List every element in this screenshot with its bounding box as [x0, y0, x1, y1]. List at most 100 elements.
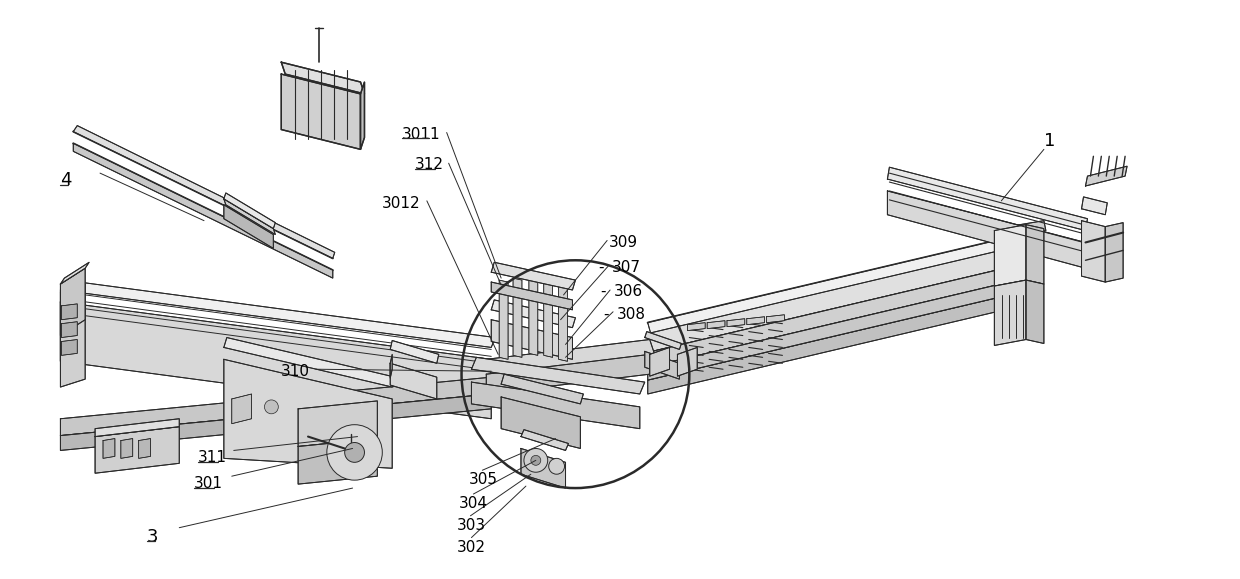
Polygon shape	[1081, 221, 1105, 282]
Polygon shape	[73, 126, 335, 258]
Polygon shape	[687, 323, 706, 331]
Text: 308: 308	[618, 307, 646, 322]
Polygon shape	[471, 382, 640, 428]
Polygon shape	[298, 401, 377, 446]
Polygon shape	[120, 438, 133, 459]
Polygon shape	[994, 225, 1025, 286]
Polygon shape	[501, 397, 580, 449]
Polygon shape	[677, 347, 697, 376]
Polygon shape	[224, 338, 396, 387]
Polygon shape	[298, 438, 377, 484]
Polygon shape	[95, 427, 180, 473]
Polygon shape	[647, 285, 997, 380]
Text: 311: 311	[198, 450, 227, 466]
Text: 304: 304	[459, 496, 487, 511]
Polygon shape	[558, 282, 568, 361]
Circle shape	[264, 400, 278, 414]
Polygon shape	[224, 205, 273, 248]
Polygon shape	[361, 82, 365, 149]
Polygon shape	[513, 278, 522, 357]
Polygon shape	[521, 449, 565, 488]
Polygon shape	[486, 339, 655, 374]
Polygon shape	[391, 363, 436, 399]
Text: 306: 306	[614, 284, 644, 299]
Polygon shape	[491, 320, 573, 360]
Text: 301: 301	[195, 476, 223, 491]
Polygon shape	[994, 280, 1025, 346]
Polygon shape	[888, 191, 1085, 268]
Polygon shape	[529, 276, 538, 356]
Circle shape	[303, 410, 312, 420]
Polygon shape	[224, 193, 275, 229]
Polygon shape	[647, 240, 999, 334]
Text: 312: 312	[415, 157, 444, 173]
Text: 310: 310	[281, 364, 310, 379]
Polygon shape	[997, 221, 1045, 239]
Polygon shape	[281, 74, 361, 149]
Circle shape	[531, 456, 541, 466]
Polygon shape	[888, 167, 1087, 230]
Polygon shape	[486, 354, 650, 394]
Polygon shape	[391, 340, 439, 363]
Polygon shape	[501, 374, 583, 404]
Text: 303: 303	[456, 518, 486, 533]
Polygon shape	[491, 300, 575, 328]
Text: 309: 309	[609, 234, 639, 250]
Polygon shape	[73, 144, 332, 278]
Polygon shape	[491, 262, 575, 290]
Circle shape	[327, 424, 382, 480]
Polygon shape	[103, 438, 115, 459]
Polygon shape	[543, 278, 553, 357]
Polygon shape	[746, 317, 765, 325]
Text: 3011: 3011	[402, 127, 440, 142]
Polygon shape	[232, 394, 252, 424]
Polygon shape	[61, 302, 491, 419]
Polygon shape	[707, 321, 725, 329]
Polygon shape	[61, 280, 64, 361]
Polygon shape	[645, 351, 680, 379]
Text: -: -	[600, 284, 606, 299]
Polygon shape	[1105, 223, 1123, 282]
Polygon shape	[61, 262, 89, 284]
Polygon shape	[1085, 166, 1127, 186]
Polygon shape	[647, 270, 997, 367]
Polygon shape	[500, 280, 508, 360]
Circle shape	[345, 442, 365, 462]
Text: 305: 305	[469, 472, 497, 488]
Polygon shape	[647, 298, 997, 394]
Polygon shape	[95, 419, 180, 437]
Polygon shape	[62, 339, 77, 356]
Polygon shape	[61, 280, 495, 347]
Text: 302: 302	[456, 540, 486, 555]
Text: 3: 3	[146, 527, 157, 545]
Polygon shape	[647, 251, 997, 353]
Polygon shape	[521, 430, 568, 450]
Polygon shape	[1025, 225, 1044, 284]
Polygon shape	[1081, 197, 1107, 215]
Polygon shape	[1025, 280, 1044, 343]
Polygon shape	[281, 62, 365, 94]
Polygon shape	[61, 268, 86, 336]
Text: -: -	[599, 261, 604, 275]
Polygon shape	[471, 357, 645, 394]
Polygon shape	[224, 360, 392, 468]
Polygon shape	[224, 199, 275, 234]
Text: -: -	[604, 307, 609, 322]
Circle shape	[548, 459, 564, 474]
Polygon shape	[61, 394, 491, 450]
Polygon shape	[139, 438, 150, 459]
Polygon shape	[766, 315, 785, 323]
Polygon shape	[62, 304, 77, 320]
Polygon shape	[727, 318, 745, 327]
Polygon shape	[650, 347, 670, 376]
Circle shape	[525, 449, 548, 472]
Text: 3012: 3012	[382, 196, 420, 211]
Polygon shape	[61, 284, 86, 387]
Polygon shape	[391, 354, 392, 378]
Text: 4: 4	[61, 171, 72, 189]
Polygon shape	[62, 322, 77, 338]
Polygon shape	[645, 332, 682, 349]
Polygon shape	[61, 377, 491, 435]
Text: 307: 307	[613, 261, 641, 275]
Text: 1: 1	[1044, 131, 1055, 149]
